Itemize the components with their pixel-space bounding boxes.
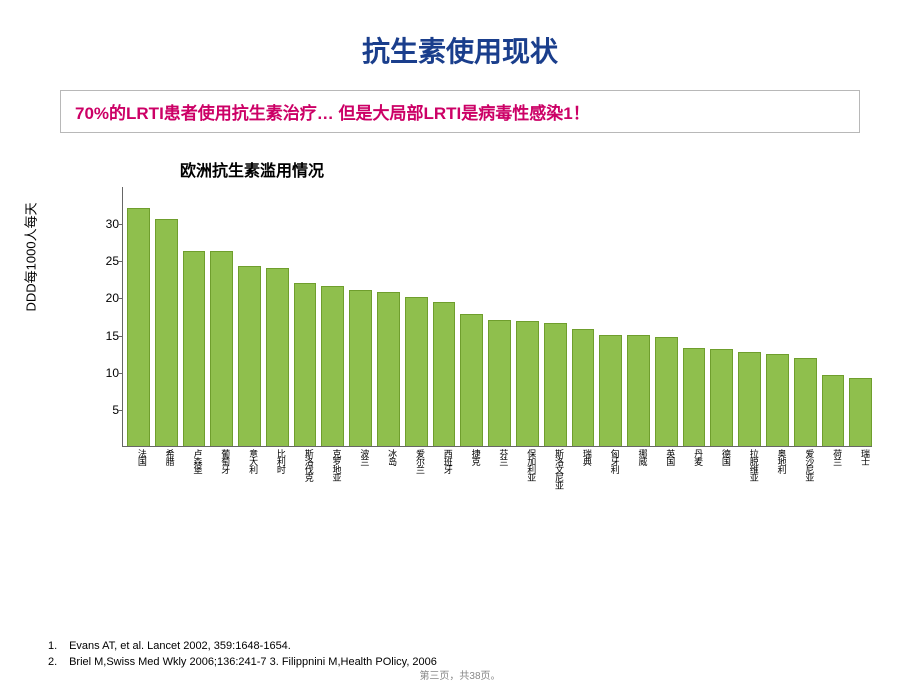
bar: [766, 354, 789, 446]
x-tick-label: 瑞典: [571, 449, 594, 509]
bar: [238, 266, 261, 446]
chart-subtitle: 欧洲抗生素滥用情况: [180, 157, 920, 181]
y-tick-label: 15: [95, 329, 119, 343]
bar: [127, 208, 150, 446]
bar: [516, 321, 539, 446]
bar: [266, 268, 289, 446]
x-tick-label: 瑞士: [849, 449, 872, 509]
x-tick-label: 英国: [654, 449, 677, 509]
bar: [460, 314, 483, 446]
bar: [405, 297, 428, 446]
x-tick-label: 卢森堡: [182, 449, 205, 509]
x-tick-label: 奥地利: [766, 449, 789, 509]
x-tick-label: 法国: [126, 449, 149, 509]
callout-text: 70%的LRTI患者使用抗生素治疗… 但是大局部LRTI是病毒性感染1！: [75, 104, 590, 123]
x-tick-label: 爱沙尼亚: [794, 449, 817, 509]
bar: [683, 348, 706, 446]
bar: [794, 358, 817, 446]
x-tick-label: 挪威: [627, 449, 650, 509]
footnotes: 1. Evans AT, et al. Lancet 2002, 359:164…: [48, 639, 437, 670]
bar: [183, 251, 206, 446]
bar: [627, 335, 650, 446]
bar: [349, 290, 372, 446]
x-tick-label: 荷兰: [821, 449, 844, 509]
x-tick-label: 葡萄牙: [209, 449, 232, 509]
callout-box: 70%的LRTI患者使用抗生素治疗… 但是大局部LRTI是病毒性感染1！: [60, 90, 860, 133]
x-labels: 法国希腊卢森堡葡萄牙意大利比利时斯洛伐克克罗地亚波兰冰岛爱尔兰西班牙捷克芬兰保加…: [122, 449, 872, 509]
x-tick-label: 匈牙利: [599, 449, 622, 509]
x-tick-label: 拉脱维亚: [738, 449, 761, 509]
y-tick-label: 10: [95, 366, 119, 380]
bar: [655, 337, 678, 446]
footnote-2: Briel M,Swiss Med Wkly 2006;136:241-7 3.…: [69, 656, 437, 668]
footnote-1-index: 1.: [48, 639, 66, 654]
y-tick-label: 30: [95, 217, 119, 231]
bar: [710, 349, 733, 446]
y-tick-mark: [118, 410, 123, 411]
y-tick-mark: [118, 336, 123, 337]
bar: [321, 286, 344, 446]
x-tick-label: 西班牙: [432, 449, 455, 509]
x-tick-label: 保加利亚: [515, 449, 538, 509]
y-tick-mark: [118, 261, 123, 262]
x-tick-label: 芬兰: [488, 449, 511, 509]
bar: [433, 302, 456, 446]
x-tick-label: 丹麦: [682, 449, 705, 509]
y-tick-mark: [118, 224, 123, 225]
x-tick-label: 意大利: [237, 449, 260, 509]
bar-chart: DDD每1000人每天 51015202530 法国希腊卢森堡葡萄牙意大利比利时…: [90, 187, 880, 497]
x-tick-label: 希腊: [154, 449, 177, 509]
x-tick-label: 波兰: [349, 449, 372, 509]
bar: [822, 375, 845, 446]
bar: [155, 219, 178, 446]
y-tick-label: 5: [95, 403, 119, 417]
x-tick-label: 比利时: [265, 449, 288, 509]
x-tick-label: 德国: [710, 449, 733, 509]
x-tick-label: 捷克: [460, 449, 483, 509]
bar: [488, 320, 511, 446]
x-tick-label: 斯洛文尼亚: [543, 449, 566, 509]
page-title: 抗生素使用现状: [0, 0, 920, 70]
y-tick-label: 25: [95, 254, 119, 268]
x-tick-label: 斯洛伐克: [293, 449, 316, 509]
x-tick-label: 克罗地亚: [321, 449, 344, 509]
y-tick-mark: [118, 298, 123, 299]
page-number: 第三页，共38页。: [0, 667, 920, 682]
y-axis-label: DDD每1000人每天: [21, 202, 40, 311]
bar: [294, 283, 317, 446]
x-tick-label: 冰岛: [376, 449, 399, 509]
bar: [599, 335, 622, 446]
bar: [738, 352, 761, 446]
bars-container: [123, 187, 872, 446]
bar: [544, 323, 567, 446]
footnote-1: Evans AT, et al. Lancet 2002, 359:1648-1…: [69, 640, 291, 652]
x-tick-label: 爱尔兰: [404, 449, 427, 509]
bar: [377, 292, 400, 447]
bar: [210, 251, 233, 446]
bar: [849, 378, 872, 446]
chart-plot: 51015202530: [122, 187, 872, 447]
y-tick-label: 20: [95, 291, 119, 305]
bar: [572, 329, 595, 446]
y-tick-mark: [118, 373, 123, 374]
